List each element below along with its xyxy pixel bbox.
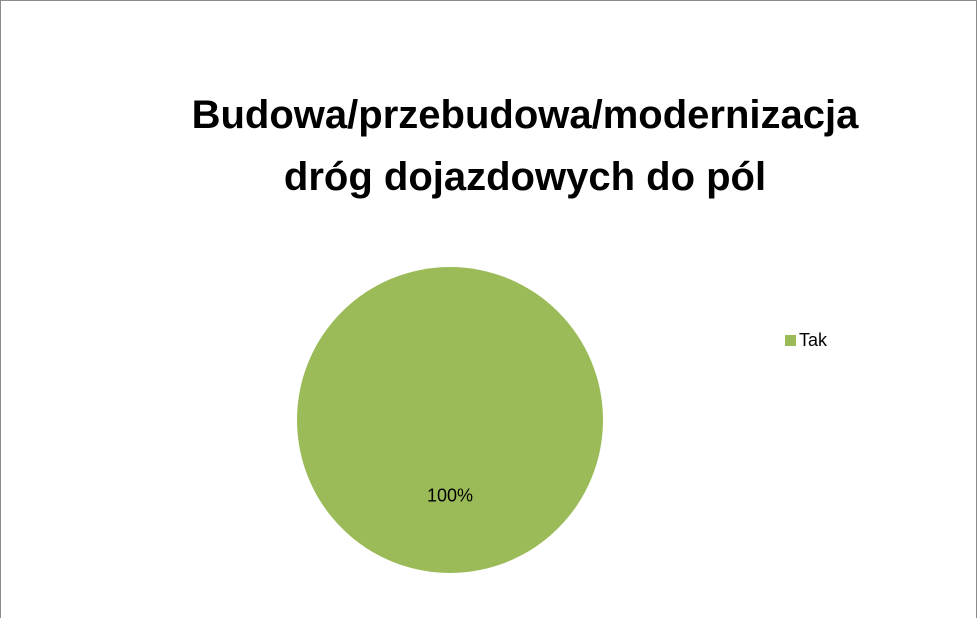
data-label: 100% (427, 485, 473, 505)
legend-label: Tak (799, 330, 828, 350)
pie-slice (297, 267, 603, 573)
chart-title: Budowa/przebudowa/modernizacja dróg doja… (191, 93, 859, 199)
legend-swatch (785, 335, 796, 346)
